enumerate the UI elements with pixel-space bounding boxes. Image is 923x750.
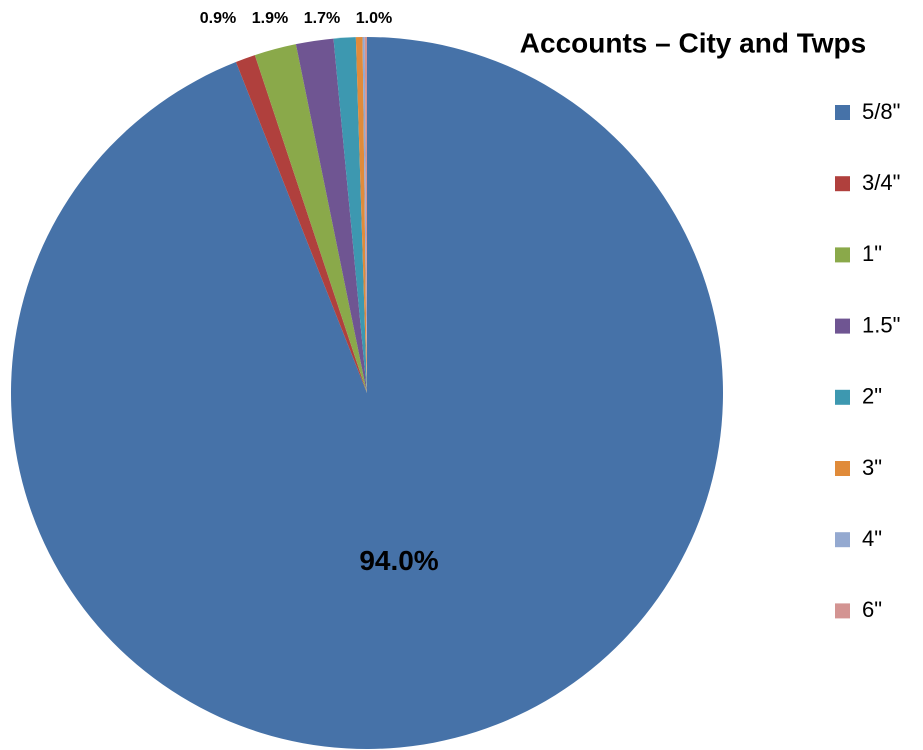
legend-swatch <box>835 176 850 192</box>
pie-slice <box>333 37 367 394</box>
data-label: 1.9% <box>252 10 288 27</box>
legend-swatch <box>835 247 850 263</box>
legend-swatch <box>835 461 850 476</box>
legend-label: 2" <box>862 384 882 409</box>
legend-label: 6" <box>862 597 882 622</box>
pie-slice <box>362 37 367 394</box>
pie-slice <box>10 37 724 749</box>
legend-label: 1.5" <box>862 312 900 337</box>
pie-slice <box>364 37 367 393</box>
legend-swatch <box>835 389 850 405</box>
pie-slice <box>295 38 367 393</box>
legend-swatch <box>835 105 850 120</box>
pie-slice <box>254 44 367 393</box>
legend-label: 3" <box>862 455 882 480</box>
legend-swatch <box>835 603 850 619</box>
legend-label: 4" <box>862 526 882 551</box>
chart-title: Accounts – City and Twps <box>520 27 866 58</box>
data-label: 1.7% <box>304 10 340 27</box>
legend-swatch <box>835 318 850 334</box>
legend-label: 1" <box>862 241 882 266</box>
legend-label: 3/4" <box>862 170 900 195</box>
data-label: 0.9% <box>200 10 236 27</box>
legend-label: 5/8" <box>862 99 900 124</box>
pie-slice <box>355 37 367 393</box>
pie-slice <box>235 55 367 394</box>
legend-swatch <box>835 532 850 548</box>
data-label: 94.0% <box>359 545 438 576</box>
data-label: 1.0% <box>356 10 392 27</box>
